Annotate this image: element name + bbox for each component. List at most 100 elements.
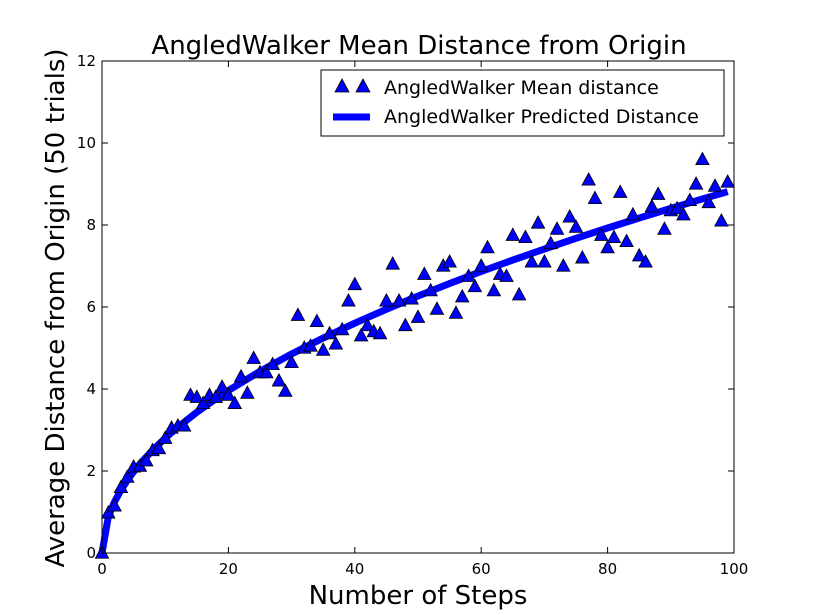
legend-marker-triangle — [334, 78, 350, 93]
data-point — [353, 327, 369, 342]
data-point — [258, 364, 274, 379]
x-tick-label: 100 — [720, 560, 749, 578]
data-point — [644, 198, 660, 213]
data-point — [240, 385, 255, 399]
data-point — [568, 219, 584, 233]
x-tick-label: 40 — [345, 560, 364, 578]
data-point — [549, 221, 565, 235]
data-point — [360, 317, 375, 332]
data-point — [505, 227, 521, 241]
data-point — [669, 200, 685, 215]
data-point — [151, 440, 167, 455]
data-point — [612, 184, 628, 198]
data-point — [100, 504, 116, 519]
y-tick-label: 10 — [77, 134, 96, 152]
data-point — [391, 293, 407, 307]
data-point — [543, 235, 559, 250]
y-tick-label: 8 — [86, 216, 96, 234]
data-point — [429, 301, 445, 315]
legend-label-predicted-distance: AngledWalker Predicted Distance — [384, 106, 699, 128]
data-point — [638, 254, 653, 268]
data-point — [688, 176, 704, 190]
chart-title: AngledWalker Mean Distance from Origin — [151, 31, 686, 61]
data-point — [593, 227, 609, 241]
data-point — [404, 290, 420, 305]
data-point — [581, 172, 596, 186]
data-point — [221, 387, 236, 401]
data-point — [676, 206, 691, 221]
x-tick-label: 20 — [219, 560, 238, 578]
data-point — [347, 276, 363, 291]
data-point — [227, 395, 243, 410]
data-point — [574, 249, 590, 264]
data-point — [195, 395, 211, 410]
y-tick-label: 0 — [86, 544, 96, 562]
data-point — [233, 368, 249, 383]
data-point — [341, 293, 356, 307]
data-point — [556, 258, 571, 272]
data-point — [442, 254, 457, 268]
data-point — [277, 383, 293, 397]
data-point — [524, 254, 540, 268]
y-tick-label: 6 — [86, 298, 96, 316]
data-point — [461, 268, 476, 282]
data-point — [119, 469, 135, 483]
data-point — [480, 239, 495, 254]
data-point — [518, 229, 533, 243]
x-axis-label: Number of Steps — [309, 581, 528, 611]
data-point — [537, 254, 552, 268]
data-point — [271, 372, 287, 387]
data-point — [290, 307, 306, 321]
y-axis-label: Average Distance from Origin (50 trials) — [41, 48, 71, 567]
x-tick-label: 60 — [472, 560, 491, 578]
data-point — [714, 213, 729, 227]
data-point — [650, 186, 666, 200]
data-point — [619, 233, 634, 248]
data-point — [246, 350, 262, 364]
data-point — [606, 229, 622, 243]
data-point — [309, 313, 325, 328]
data-point — [695, 151, 710, 166]
data-point — [107, 498, 122, 512]
data-point — [157, 430, 173, 444]
data-point — [113, 479, 129, 494]
data-point — [398, 317, 413, 332]
legend-box — [320, 69, 725, 137]
data-point — [284, 354, 299, 369]
data-point — [454, 288, 470, 303]
x-tick-label: 80 — [598, 560, 617, 578]
y-tick-label: 4 — [86, 380, 96, 398]
data-point — [303, 338, 318, 352]
legend-marker-triangle — [355, 78, 371, 93]
data-point — [682, 192, 698, 207]
data-point — [562, 208, 578, 223]
data-point — [625, 206, 641, 221]
data-point — [328, 336, 344, 350]
data-point — [385, 256, 401, 270]
data-point — [701, 194, 717, 209]
data-point — [214, 379, 230, 393]
data-point — [707, 178, 723, 192]
data-point — [486, 282, 502, 297]
data-point — [379, 293, 394, 307]
data-point — [372, 325, 388, 340]
plot-area — [94, 151, 736, 559]
legend: AngledWalker Mean distance AngledWalker … — [320, 69, 725, 137]
data-point — [587, 190, 603, 205]
data-point — [138, 452, 154, 467]
data-point — [499, 268, 514, 282]
data-point — [448, 305, 464, 319]
data-point — [334, 321, 350, 336]
data-point — [530, 215, 546, 229]
data-point — [265, 356, 280, 371]
data-point — [189, 389, 205, 403]
data-point — [410, 309, 426, 323]
predicted-distance-line — [98, 188, 729, 554]
data-point — [467, 278, 483, 293]
data-point — [322, 325, 337, 340]
legend-label-mean-distance: AngledWalker Mean distance — [384, 77, 659, 99]
data-point — [720, 174, 736, 188]
data-point — [511, 286, 527, 301]
data-point — [176, 418, 192, 432]
